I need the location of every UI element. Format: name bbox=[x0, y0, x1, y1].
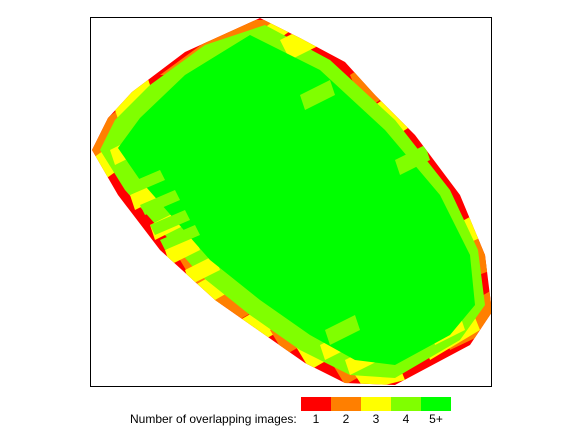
legend-swatch-2 bbox=[331, 397, 361, 411]
legend-swatch-3 bbox=[361, 397, 391, 411]
legend-title: Number of overlapping images: bbox=[130, 412, 297, 426]
legend-label-2: 2 bbox=[342, 412, 350, 426]
legend-swatch-5plus bbox=[421, 397, 451, 411]
overlap-map-canvas bbox=[92, 18, 491, 385]
coverage-5plus-zone bbox=[118, 35, 475, 365]
legend-label-3: 3 bbox=[372, 412, 380, 426]
legend-label-4: 4 bbox=[402, 412, 410, 426]
legend-swatch-4 bbox=[391, 397, 421, 411]
overlap-legend: Number of overlapping images: 1 2 3 4 5+ bbox=[0, 396, 571, 431]
legend-label-1: 1 bbox=[312, 412, 320, 426]
overlap-map bbox=[90, 17, 492, 387]
legend-label-5plus: 5+ bbox=[429, 412, 443, 426]
core-strip-accents bbox=[125, 80, 430, 345]
legend-swatch-1 bbox=[301, 397, 331, 411]
